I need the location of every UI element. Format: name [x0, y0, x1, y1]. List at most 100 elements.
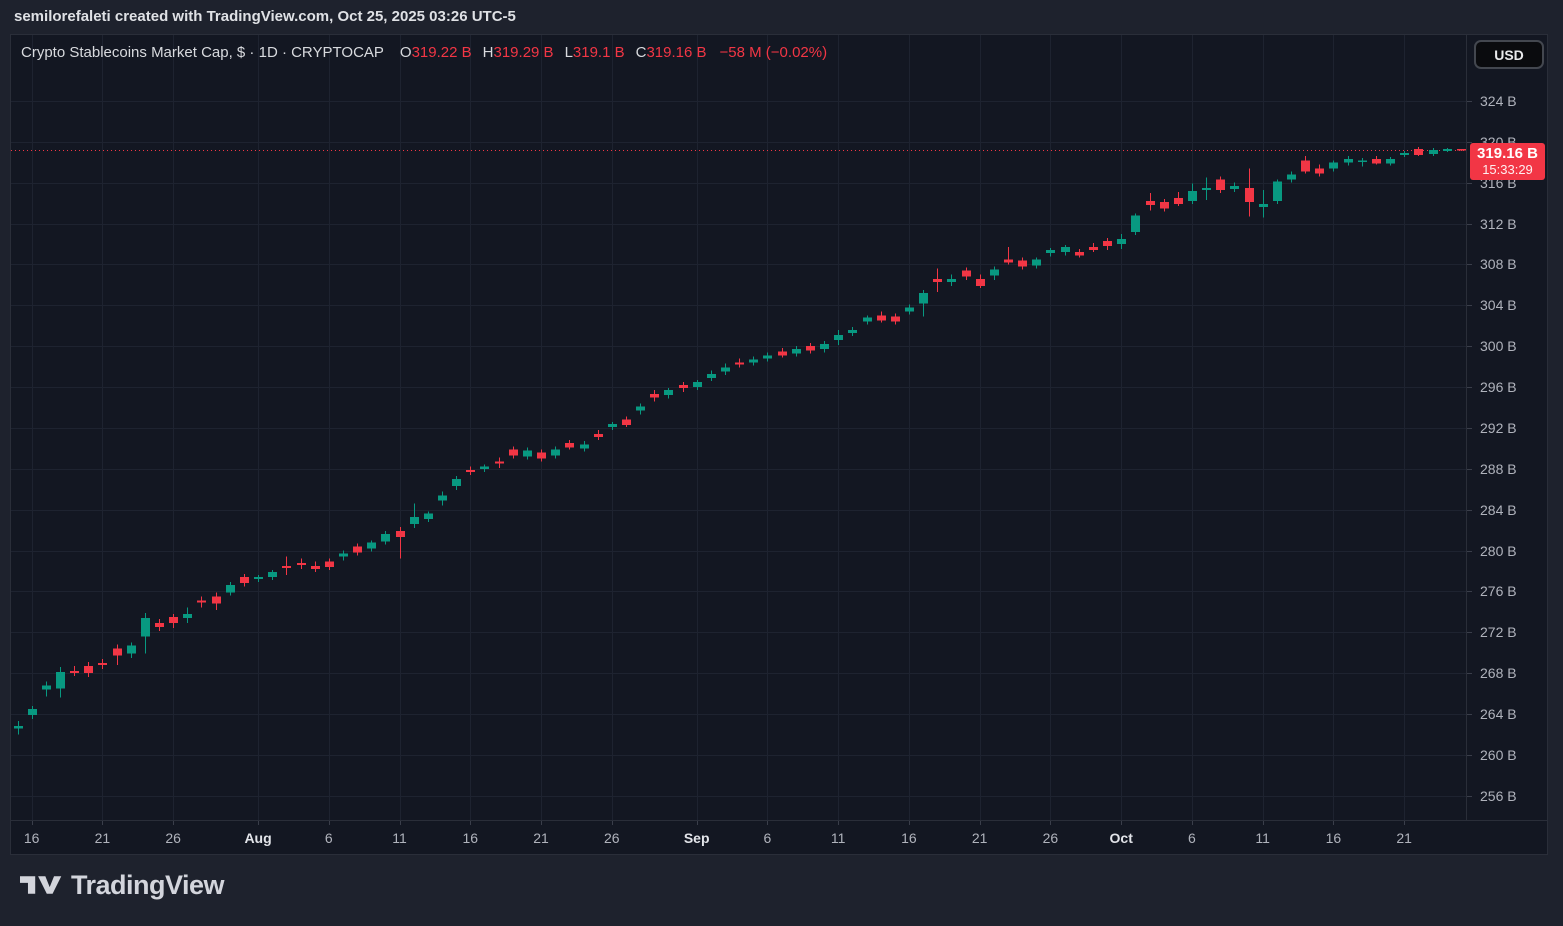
tradingview-logo[interactable]: TradingView [20, 866, 225, 904]
price-tick-mark [1467, 469, 1472, 470]
candle-aug-4 [297, 558, 306, 569]
price-tick-mark [1467, 714, 1472, 715]
candle-aug-23 [565, 440, 574, 450]
price-tick-mark [1467, 755, 1472, 756]
candle-jul-20 [84, 661, 93, 678]
candle-sep-20 [962, 267, 971, 280]
candle-jul-31 [240, 574, 249, 587]
candle-aug-25 [594, 429, 603, 441]
candle-oct-14 [1301, 156, 1310, 174]
candle-aug-11 [396, 527, 405, 559]
candle-oct-7 [1202, 177, 1211, 201]
candle-aug-29 [650, 390, 659, 402]
price-tick-mark [1467, 591, 1472, 592]
price-tick-mark [1467, 632, 1472, 633]
candle-sep-24 [1018, 257, 1027, 270]
candle-oct-25 [1457, 149, 1466, 152]
price-tick-label: 312 B [1480, 215, 1517, 232]
candle-jul-30 [226, 582, 235, 596]
grid [11, 35, 1466, 820]
price-tick-mark [1467, 142, 1472, 143]
candle-jul-17 [42, 681, 51, 697]
time-tick-label: 16 [901, 830, 917, 846]
time-axis[interactable]: 16 21 26 Aug 6 11 16 21 26 Sep 6 11 16 21 26 Oct 6 11 16 21 [11, 820, 1547, 854]
candle-aug-14 [438, 491, 447, 506]
price-tick-mark [1467, 101, 1472, 102]
ohlc-close-value: 319.16 B [646, 44, 707, 61]
candle-oct-21 [1400, 151, 1409, 158]
price-tick-label: 276 B [1480, 583, 1517, 600]
ohlc-high-value: 319.29 B [493, 44, 554, 61]
candle-aug-2 [268, 569, 277, 581]
price-tick-label: 260 B [1480, 746, 1517, 763]
price-tick-mark [1467, 428, 1472, 429]
price-tick-mark [1467, 510, 1472, 511]
time-tick-mark [1263, 821, 1264, 825]
candle-oct-20 [1386, 157, 1395, 166]
candle-oct-2 [1131, 213, 1140, 235]
candle-oct-15 [1315, 164, 1324, 177]
candle-oct-18 [1358, 158, 1367, 167]
price-tick-label: 272 B [1480, 624, 1517, 641]
time-tick-label: 26 [1042, 830, 1059, 846]
time-tick-mark [767, 821, 768, 825]
candle-aug-13 [424, 511, 433, 522]
chart-canvas[interactable]: Crypto Stablecoins Market Cap, $ · 1D · … [11, 35, 1466, 820]
candle-sep-4 [735, 358, 744, 368]
price-tick-label: 256 B [1480, 787, 1517, 804]
time-tick-mark [470, 821, 471, 825]
price-tick-label: 304 B [1480, 297, 1517, 314]
time-tick-mark [258, 821, 259, 825]
candle-aug-27 [622, 416, 631, 427]
candle-sep-9 [806, 343, 815, 354]
candle-oct-22 [1414, 146, 1423, 157]
candle-jul-22 [113, 644, 122, 665]
time-tick-mark [909, 821, 910, 825]
price-badge-value: 319.16 B [1477, 145, 1538, 163]
time-tick-mark [32, 821, 33, 825]
candle-oct-13 [1287, 171, 1296, 183]
candle-jul-29 [212, 592, 221, 610]
candle-oct-24 [1443, 147, 1452, 153]
candle-sep-10 [820, 341, 829, 353]
currency-button[interactable]: USD [1474, 40, 1544, 69]
candle-aug-9 [367, 540, 376, 552]
candle-jul-19 [70, 665, 79, 677]
price-tick-mark [1467, 551, 1472, 552]
time-tick-label: 6 [1188, 830, 1196, 846]
price-tick-label: 264 B [1480, 705, 1517, 722]
time-tick-label: 21 [94, 830, 111, 846]
candle-aug-17 [480, 464, 489, 472]
price-tick-label: 288 B [1480, 460, 1517, 477]
candle-aug-8 [353, 543, 362, 556]
tradingview-logo-icon [20, 876, 62, 894]
candle-oct-9 [1230, 182, 1239, 192]
price-badge: 319.16 B 15:33:29 [1470, 143, 1545, 181]
candle-sep-6 [763, 352, 772, 362]
candle-aug-3 [282, 556, 291, 576]
candle-oct-1 [1117, 233, 1126, 250]
time-tick-mark [400, 821, 401, 825]
candle-oct-4 [1160, 199, 1169, 212]
candle-jul-16 [28, 705, 37, 720]
time-tick-mark [1121, 821, 1122, 825]
candle-aug-28 [636, 403, 645, 415]
price-tick-label: 324 B [1480, 93, 1517, 109]
time-tick-mark [1192, 821, 1193, 825]
candle-sep-1 [693, 379, 702, 391]
candle-oct-12 [1273, 179, 1282, 205]
candle-aug-18 [495, 457, 504, 468]
price-axis[interactable]: 324 B 320 B 316 B 312 B 308 B 304 B 300 B 296 B… [1466, 35, 1547, 820]
candle-oct-23 [1429, 147, 1438, 157]
price-tick-label: 292 B [1480, 419, 1517, 436]
candlestick-chart[interactable] [11, 35, 1466, 820]
time-tick-mark [329, 821, 330, 825]
candle-aug-22 [551, 446, 560, 459]
candle-oct-3 [1146, 192, 1155, 211]
candle-sep-5 [749, 356, 758, 366]
candle-oct-6 [1188, 183, 1197, 205]
symbol-title[interactable]: Crypto Stablecoins Market Cap, $ · 1D · … [21, 44, 384, 61]
candle-jul-23 [127, 642, 136, 658]
candle-aug-7 [339, 550, 348, 561]
time-tick-label: 16 [23, 830, 40, 846]
